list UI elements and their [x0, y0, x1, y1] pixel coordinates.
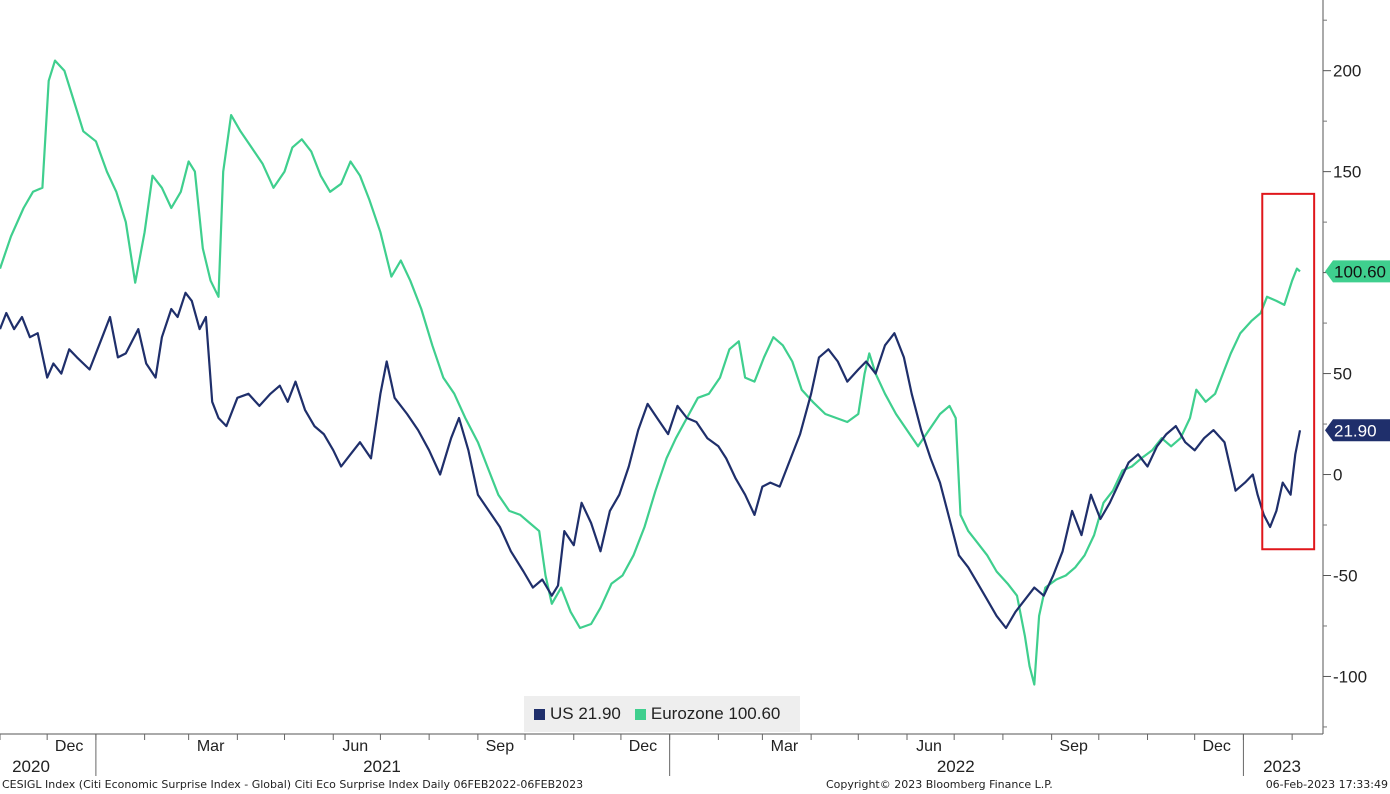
x-month-label: Sep: [486, 738, 515, 755]
x-month-label: Sep: [1059, 738, 1088, 755]
footer-source: CESIGL Index (Citi Economic Surprise Ind…: [2, 778, 584, 791]
value-tag-bg: [1325, 419, 1390, 442]
x-month-label: Dec: [629, 738, 657, 755]
legend: US 21.90 Eurozone 100.60: [524, 696, 800, 732]
y-tick-label: -50: [1333, 566, 1358, 585]
x-month-label: Mar: [197, 738, 225, 755]
series-line-us: [0, 291, 1302, 630]
x-year-label: 2023: [1263, 757, 1301, 776]
axes: -100-50050100150200DecMarJunSepDecMarJun…: [0, 0, 1390, 776]
value-tag-text: 100.60: [1334, 262, 1386, 281]
plot-area: [0, 59, 1316, 686]
x-month-label: Mar: [771, 738, 799, 755]
y-tick-label: 200: [1333, 62, 1361, 81]
legend-item-eurozone: Eurozone 100.60: [634, 704, 781, 724]
x-year-label: 2021: [363, 757, 401, 776]
legend-label-eurozone: Eurozone 100.60: [650, 704, 781, 723]
legend-swatch-us: [534, 708, 545, 720]
value-tag-text: 21.90: [1334, 421, 1377, 440]
y-tick-label: 0: [1333, 466, 1342, 485]
x-month-label: Dec: [1202, 738, 1230, 755]
footer-timestamp: 06-Feb-2023 17:33:49: [1265, 778, 1388, 791]
legend-item-us: US 21.90: [534, 704, 621, 724]
x-month-label: Jun: [342, 738, 368, 755]
value-tag-eurozone: 100.60: [1325, 260, 1390, 283]
highlight-box: [1261, 192, 1316, 551]
footer-copyright: Copyright© 2023 Bloomberg Finance L.P.: [826, 778, 1053, 791]
value-tag-bg: [1325, 260, 1390, 283]
y-tick-label: 50: [1333, 365, 1352, 384]
x-month-label: Jun: [916, 738, 942, 755]
legend-swatch-eurozone: [634, 708, 646, 720]
x-year-label: 2022: [937, 757, 975, 776]
x-month-label: Dec: [55, 738, 83, 755]
value-tag-us: 21.90: [1325, 419, 1390, 442]
series-line-eurozone: [0, 59, 1301, 686]
y-tick-label: 150: [1333, 163, 1361, 182]
x-year-label: 2020: [12, 757, 50, 776]
legend-label-us: US 21.90: [550, 704, 621, 723]
y-tick-label: -100: [1333, 667, 1367, 686]
